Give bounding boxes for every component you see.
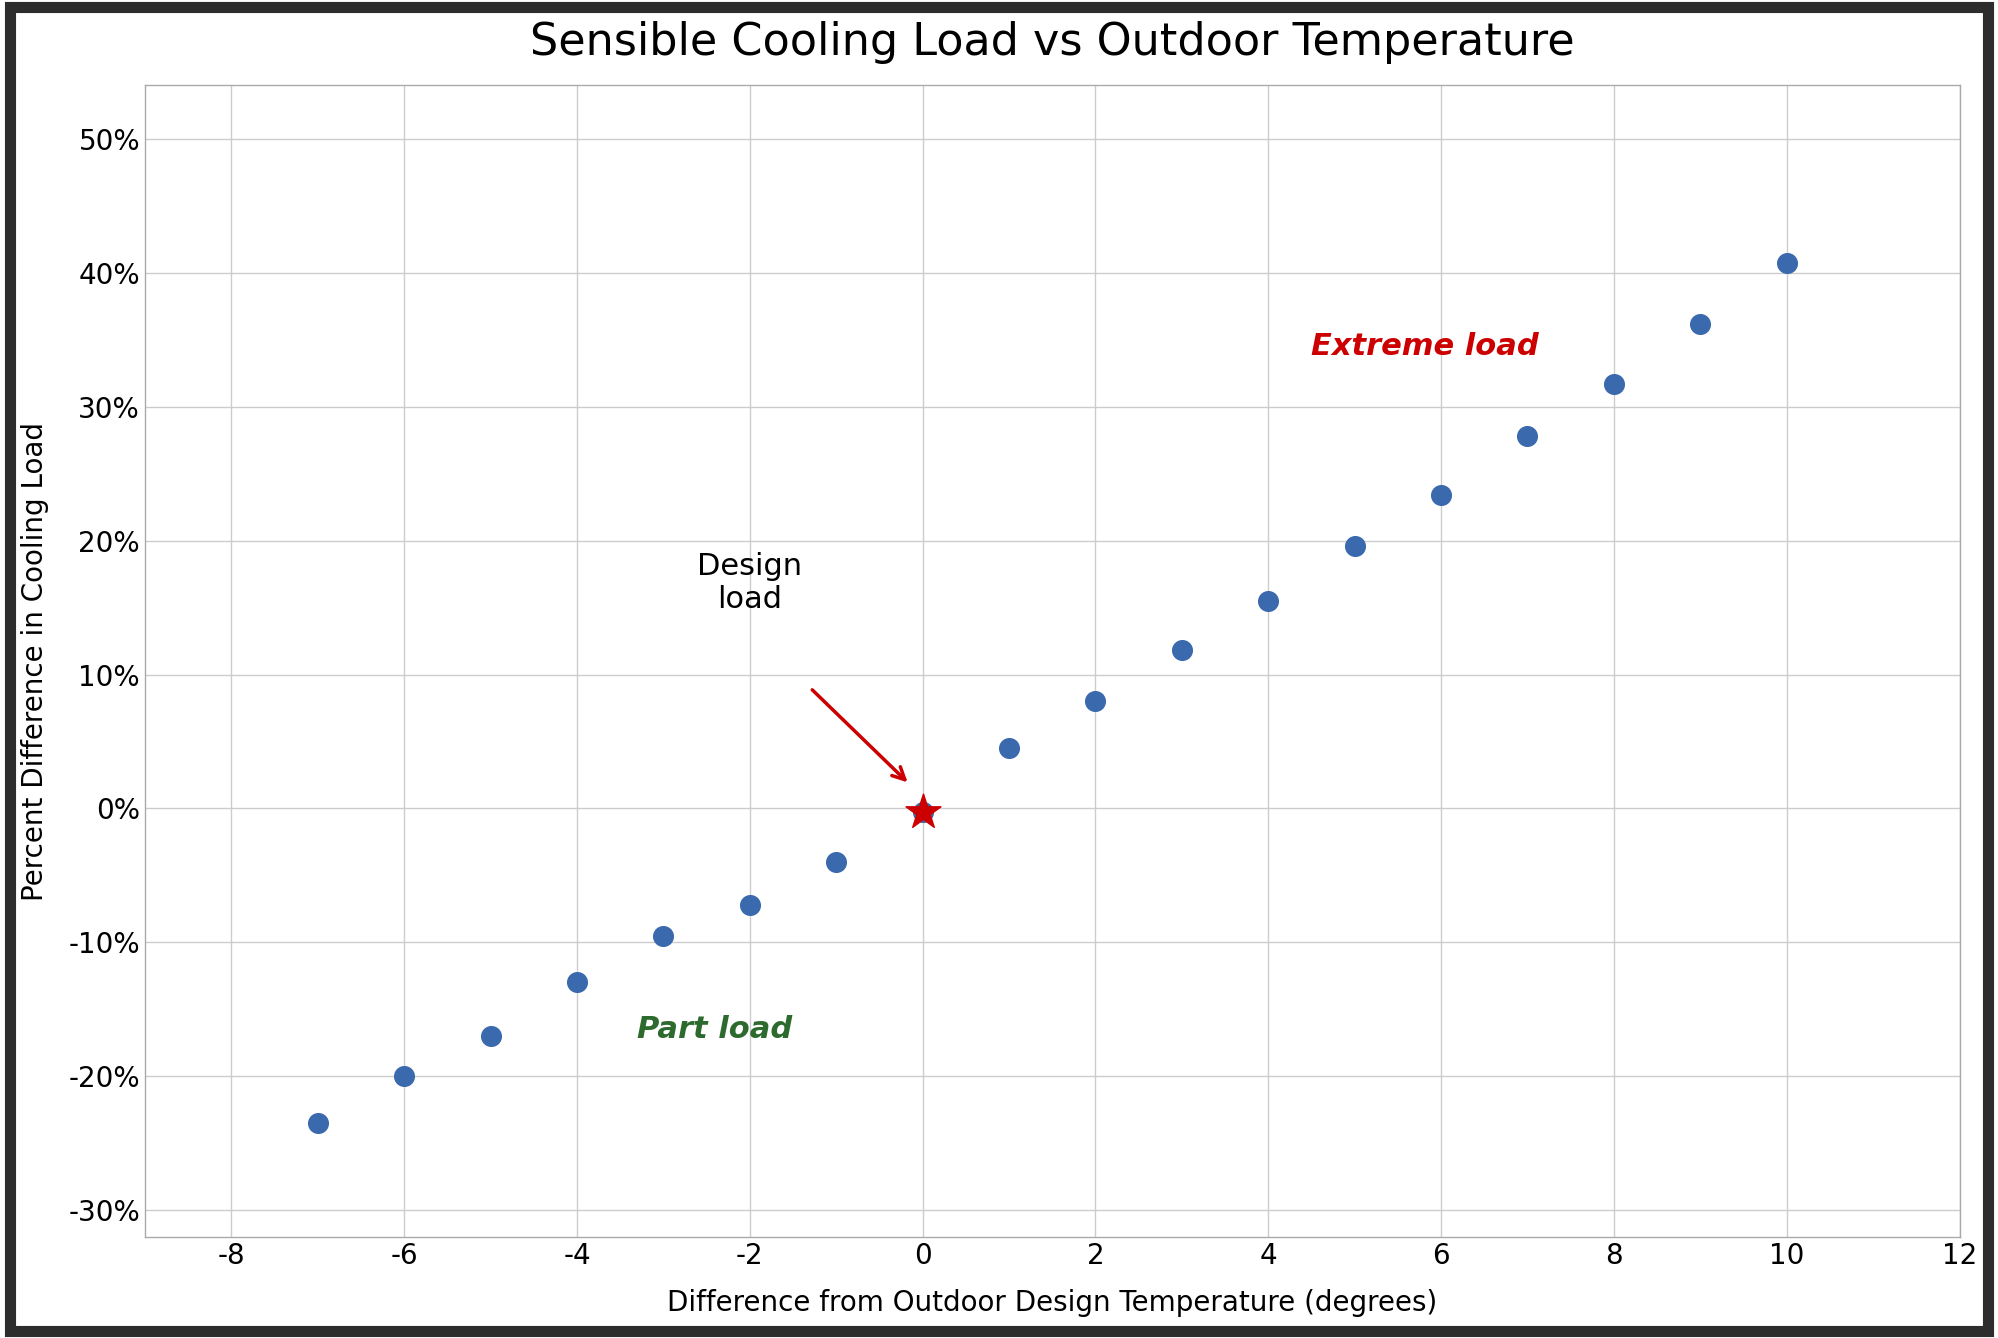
Point — [733, 894, 765, 915]
Point — [1253, 590, 1285, 611]
Text: Extreme load: Extreme load — [1311, 332, 1538, 361]
Point — [302, 1112, 334, 1133]
Text: Part load: Part load — [637, 1014, 793, 1044]
Point — [1598, 373, 1630, 395]
Title: Sensible Cooling Load vs Outdoor Temperature: Sensible Cooling Load vs Outdoor Tempera… — [529, 21, 1574, 64]
Point — [1339, 535, 1371, 557]
Point — [821, 851, 853, 872]
Point — [907, 801, 939, 823]
X-axis label: Difference from Outdoor Design Temperature (degrees): Difference from Outdoor Design Temperatu… — [667, 1290, 1437, 1317]
Point — [1770, 253, 1802, 274]
Point — [1167, 640, 1199, 661]
Text: Design
load: Design load — [697, 551, 803, 614]
Point — [647, 925, 679, 946]
Point — [561, 971, 593, 993]
Point — [1079, 690, 1111, 712]
Point — [1512, 425, 1544, 447]
Point — [993, 737, 1025, 759]
Point — [1425, 484, 1457, 506]
Y-axis label: Percent Difference in Cooling Load: Percent Difference in Cooling Load — [20, 421, 48, 900]
Point — [907, 801, 939, 823]
Point — [1684, 313, 1716, 334]
Point — [388, 1065, 420, 1086]
Point — [476, 1025, 507, 1046]
